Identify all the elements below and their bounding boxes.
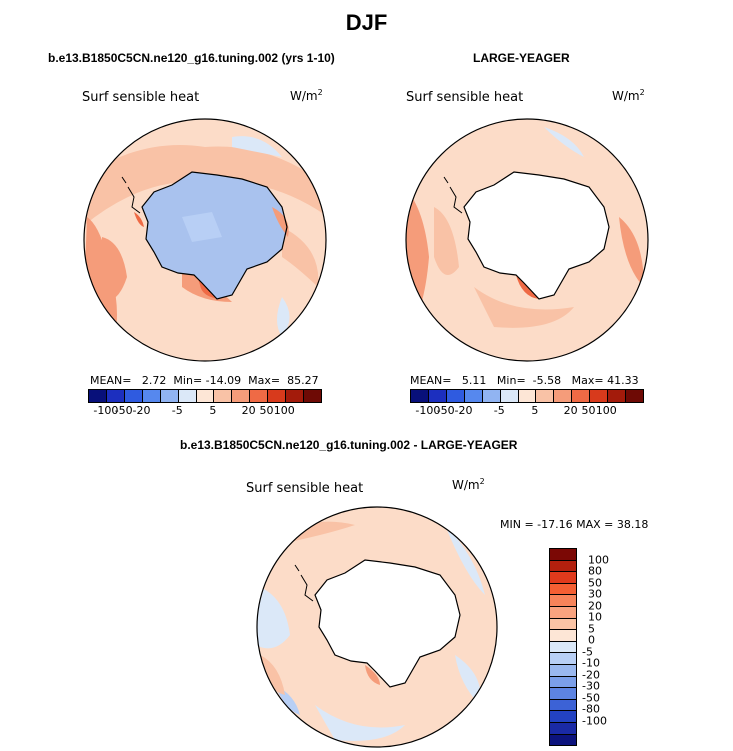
colorbar-tick-label: 10 [588, 610, 602, 624]
colorbar-swatch [550, 560, 576, 573]
colorbar-tick-label: 20 [563, 404, 578, 417]
colorbar-tick-label: -20 [582, 668, 600, 682]
units-label-model: W/m2 [290, 88, 323, 103]
units-label-obs: W/m2 [612, 88, 645, 103]
colorbar-swatch [572, 390, 591, 402]
panel-title-obs: LARGE-YEAGER [473, 51, 570, 65]
map-model [83, 118, 327, 362]
stats-diff: MIN = -17.16 MAX = 38.18 [500, 518, 649, 531]
colorbar-swatch [550, 688, 576, 700]
stats-obs: MEAN= 5.11 Min= -5.58 Max= 41.33 [410, 374, 639, 387]
colorbar-swatch [550, 595, 576, 607]
units-label-diff: W/m2 [452, 477, 485, 492]
variable-label-diff: Surf sensible heat [246, 481, 364, 496]
colorbar-tick-label: 5 [531, 404, 539, 417]
colorbar-swatch [550, 618, 576, 631]
stats-model: MEAN= 2.72 Min= -14.09 Max= 85.27 [90, 374, 319, 387]
colorbar-swatch [550, 734, 576, 746]
colorbar-tick-label: -100 [415, 404, 441, 417]
colorbar-swatch [550, 711, 576, 723]
colorbar-swatch [160, 390, 179, 402]
colorbar-tick-label: -10 [582, 656, 600, 670]
colorbar-swatch [214, 390, 233, 402]
colorbar-labels-model: -100 -50 -20 -5 5 20 50 100 [88, 404, 320, 418]
page-title: DJF [345, 10, 388, 35]
panel-title-model: b.e13.B1850C5CN.ne120_g16.tuning.002 (yr… [48, 51, 335, 65]
colorbar-swatch [554, 390, 573, 402]
colorbar-tick-label: 30 [588, 587, 602, 601]
colorbar-tick-label: 20 [588, 599, 602, 613]
colorbar-tick-label: -50 [582, 691, 600, 705]
colorbar-swatch [286, 390, 305, 402]
colorbar-tick-label: 0 [588, 633, 595, 647]
colorbar-swatch [550, 641, 576, 654]
colorbar-swatch [142, 390, 161, 402]
colorbar-labels-obs: -100 -50 -20 -5 5 20 50 100 [410, 404, 642, 418]
colorbar-model [88, 389, 322, 403]
colorbar-swatch [550, 583, 576, 596]
colorbar-labels-diff: 100 80 50 30 20 10 5 0 -5 -10 -20 -30 -50 -80 -100 [582, 548, 622, 744]
colorbar-swatch [250, 390, 269, 402]
colorbar-swatch [550, 699, 576, 712]
colorbar-diff [549, 548, 577, 746]
colorbar-swatch [550, 630, 576, 642]
colorbar-tick-label: -5 [493, 404, 505, 417]
variable-label-obs: Surf sensible heat [406, 90, 524, 105]
colorbar-swatch [124, 390, 143, 402]
colorbar-swatch [428, 390, 447, 402]
colorbar-tick-label: 50 [259, 404, 274, 417]
colorbar-tick-label: -100 [582, 714, 607, 728]
colorbar-swatch [500, 390, 519, 402]
colorbar-swatch [518, 390, 537, 402]
colorbar-swatch [178, 390, 197, 402]
colorbar-swatch [268, 390, 287, 402]
colorbar-swatch [106, 390, 125, 402]
colorbar-swatch [89, 390, 107, 402]
colorbar-tick-label: -80 [582, 702, 600, 716]
colorbar-swatch [304, 390, 321, 402]
colorbar-swatch [482, 390, 501, 402]
colorbar-swatch [446, 390, 465, 402]
colorbar-swatch [590, 390, 609, 402]
variable-label-model: Surf sensible heat [82, 90, 200, 105]
colorbar-swatch [536, 390, 555, 402]
colorbar-swatch [626, 390, 643, 402]
colorbar-tick-label: -30 [582, 679, 600, 693]
colorbar-tick-label: 5 [588, 622, 595, 636]
colorbar-tick-label: -50 [436, 404, 455, 417]
colorbar-tick-label: 20 [241, 404, 256, 417]
colorbar-tick-label: 100 [595, 404, 617, 417]
colorbar-tick-label: 50 [588, 576, 602, 590]
panel-title-diff: b.e13.B1850C5CN.ne120_g16.tuning.002 - L… [180, 438, 518, 452]
colorbar-swatch [196, 390, 215, 402]
colorbar-tick-label: 100 [273, 404, 295, 417]
colorbar-tick-label: 5 [209, 404, 217, 417]
colorbar-swatch [550, 572, 576, 584]
colorbar-tick-label: -50 [114, 404, 133, 417]
colorbar-swatch [550, 549, 576, 561]
colorbar-swatch [550, 664, 576, 677]
colorbar-tick-label: -5 [171, 404, 183, 417]
colorbar-tick-label: 50 [581, 404, 596, 417]
map-obs [405, 118, 649, 362]
colorbar-tick-label: 100 [588, 553, 609, 567]
colorbar-swatch [550, 722, 576, 735]
colorbar-swatch [550, 606, 576, 619]
colorbar-tick-label: -100 [93, 404, 119, 417]
colorbar-tick-label: -20 [454, 404, 473, 417]
colorbar-tick-label: -20 [132, 404, 151, 417]
colorbar-obs [410, 389, 644, 403]
colorbar-tick-label: 80 [588, 564, 602, 578]
map-diff [256, 506, 498, 748]
colorbar-tick-label: -5 [582, 645, 593, 659]
colorbar-swatch [411, 390, 429, 402]
colorbar-swatch [550, 676, 576, 689]
colorbar-swatch [608, 390, 627, 402]
colorbar-swatch [232, 390, 251, 402]
colorbar-swatch [464, 390, 483, 402]
colorbar-swatch [550, 653, 576, 665]
